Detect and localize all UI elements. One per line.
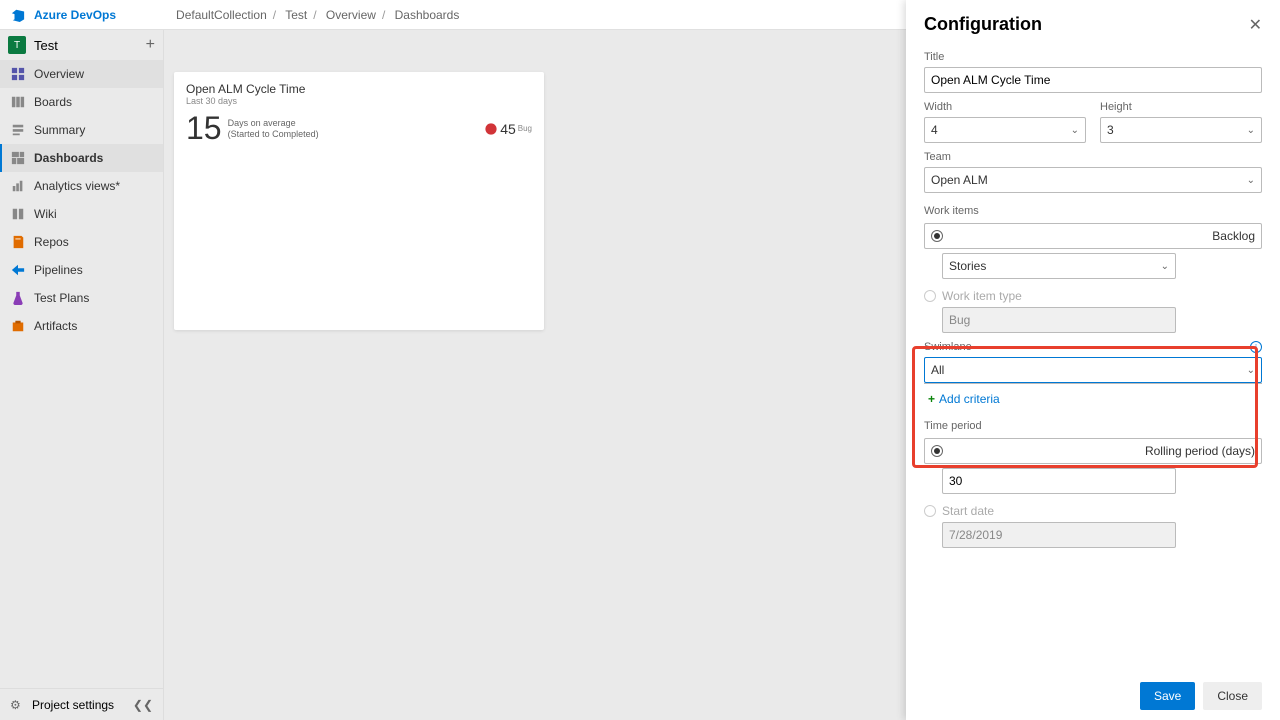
widget-subtitle: Last 30 days (186, 96, 532, 106)
project-settings[interactable]: ⚙ Project settings ❮❮ (0, 688, 163, 720)
backlog-select[interactable]: Stories⌄ (942, 253, 1176, 279)
height-select[interactable]: 3⌄ (1100, 117, 1262, 143)
settings-label: Project settings (32, 698, 114, 712)
board-icon (10, 94, 26, 110)
sidebar-item-overview[interactable]: Overview (0, 60, 163, 88)
chevron-down-icon: ⌄ (1071, 125, 1079, 136)
swimlane-select[interactable]: All⌄ (924, 357, 1262, 383)
sidebar-item-artifacts[interactable]: Artifacts (0, 312, 163, 340)
add-icon[interactable]: + (146, 36, 155, 54)
sidebar-item-summary[interactable]: Summary (0, 116, 163, 144)
height-label: Height (1100, 101, 1262, 113)
workitems-label: Work items (924, 205, 1262, 217)
sidebar-item-pipelines[interactable]: Pipelines (0, 256, 163, 284)
team-label: Team (924, 151, 1262, 163)
grid-icon (10, 66, 26, 82)
project-avatar: T (8, 36, 26, 54)
width-label: Width (924, 101, 1086, 113)
analytics-icon (10, 178, 26, 194)
cycle-time-chart (184, 157, 534, 317)
startdate-radio[interactable]: Start date (924, 504, 1262, 518)
azure-devops-logo (8, 5, 28, 25)
title-label: Title (924, 51, 1262, 63)
widget-title: Open ALM Cycle Time (186, 82, 532, 96)
sidebar-item-testplans[interactable]: Test Plans (0, 284, 163, 312)
sidebar-item-boards[interactable]: Boards (0, 88, 163, 116)
chevron-down-icon: ⌄ (1247, 125, 1255, 136)
workitemtype-select: Bug (942, 307, 1176, 333)
crumb-1[interactable]: Test (285, 8, 307, 22)
timeperiod-label: Time period (924, 420, 1262, 432)
crumb-3[interactable]: Dashboards (395, 8, 460, 22)
dash-icon (10, 150, 26, 166)
summary-icon (10, 122, 26, 138)
project-name: Test (34, 38, 58, 53)
sidebar-item-dashboards[interactable]: Dashboards (0, 144, 163, 172)
sidebar: T Test + OverviewBoardsSummaryDashboards… (0, 30, 164, 720)
crumb-0[interactable]: DefaultCollection (176, 8, 267, 22)
rolling-input[interactable] (942, 468, 1176, 494)
chevron-down-icon: ⌄ (1247, 175, 1255, 186)
sidebar-item-repos[interactable]: Repos (0, 228, 163, 256)
close-button[interactable]: Close (1203, 682, 1262, 710)
widget-tags: 45Bug (484, 121, 532, 137)
backlog-radio[interactable]: Backlog (924, 223, 1262, 249)
breadcrumb: DefaultCollection/ Test/ Overview/ Dashb… (176, 8, 459, 22)
days-average-value: 15 (186, 110, 222, 147)
collapse-icon[interactable]: ❮❮ (133, 698, 153, 712)
team-select[interactable]: Open ALM⌄ (924, 167, 1262, 193)
close-icon[interactable]: ✕ (1249, 15, 1262, 35)
project-header[interactable]: T Test + (0, 30, 163, 60)
test-icon (10, 290, 26, 306)
repos-icon (10, 234, 26, 250)
save-button[interactable]: Save (1140, 682, 1195, 710)
sidebar-item-wiki[interactable]: Wiki (0, 200, 163, 228)
width-select[interactable]: 4⌄ (924, 117, 1086, 143)
swimlane-dropdown (924, 383, 1262, 384)
days-average-label: Days on average (Started to Completed) (228, 118, 319, 140)
sidebar-item-analyticsviews[interactable]: Analytics views* (0, 172, 163, 200)
configuration-panel: Configuration ✕ Title Width 4⌄ Height 3⌄… (906, 0, 1280, 720)
plus-icon: + (928, 392, 935, 406)
art-icon (10, 318, 26, 334)
cycle-time-widget[interactable]: Open ALM Cycle Time Last 30 days 15 Days… (174, 72, 544, 330)
swimlane-label: Swimlanei (924, 341, 1262, 353)
workitemtype-radio[interactable]: Work item type (924, 289, 1262, 303)
pipes-icon (10, 262, 26, 278)
add-criteria-link[interactable]: +Add criteria (928, 392, 1262, 406)
product-name[interactable]: Azure DevOps (34, 8, 116, 22)
title-input[interactable] (924, 67, 1262, 93)
info-icon[interactable]: i (1250, 341, 1262, 353)
tag-bug: 45Bug (484, 121, 532, 137)
startdate-input (942, 522, 1176, 548)
crumb-2[interactable]: Overview (326, 8, 376, 22)
chevron-down-icon: ⌄ (1247, 365, 1255, 376)
rolling-radio[interactable]: Rolling period (days) (924, 438, 1262, 464)
chevron-down-icon: ⌄ (1161, 261, 1169, 272)
gear-icon: ⚙ (10, 698, 24, 712)
panel-title: Configuration (924, 14, 1042, 35)
wiki-icon (10, 206, 26, 222)
